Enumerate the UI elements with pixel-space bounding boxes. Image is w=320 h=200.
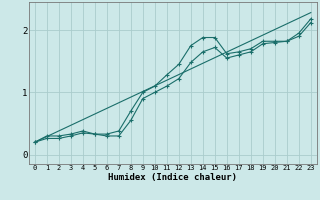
- X-axis label: Humidex (Indice chaleur): Humidex (Indice chaleur): [108, 173, 237, 182]
